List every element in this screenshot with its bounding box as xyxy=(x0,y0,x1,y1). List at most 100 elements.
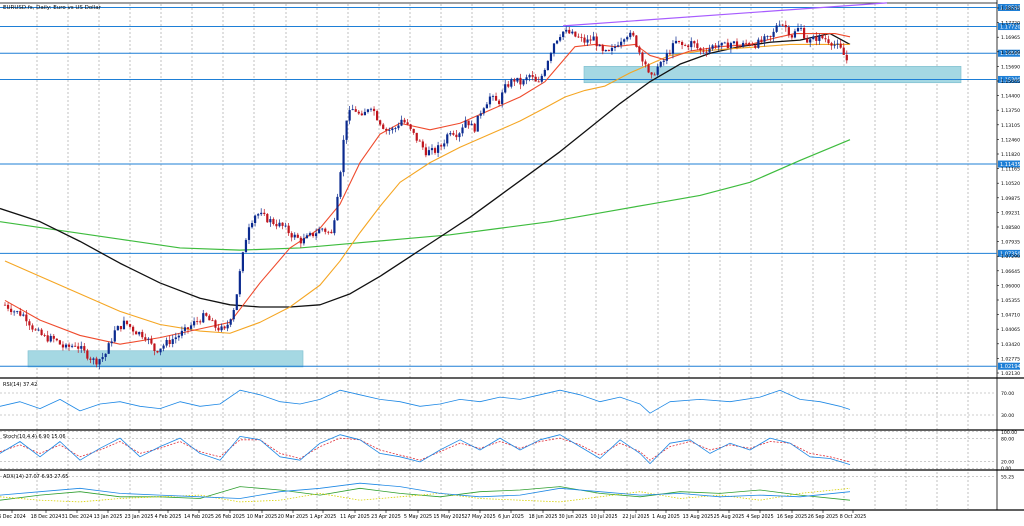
candle-body xyxy=(702,50,705,52)
candle-body xyxy=(565,29,568,32)
candle-body xyxy=(16,311,19,312)
candle-body xyxy=(147,338,150,340)
candle-body xyxy=(153,343,156,351)
candle-body xyxy=(568,29,571,34)
candle-body xyxy=(687,45,690,48)
candle-body xyxy=(266,214,269,223)
candle-body xyxy=(440,145,443,147)
candle-body xyxy=(626,37,629,40)
candle-body xyxy=(171,339,174,345)
candle-body xyxy=(446,134,449,144)
date-tick-label: 30 Jun 2025 xyxy=(559,514,588,520)
price-tick-label: 1.10520 xyxy=(1001,181,1020,187)
candle-body xyxy=(729,43,732,49)
candle-body xyxy=(653,74,656,76)
candle-body xyxy=(577,36,580,38)
date-tick-label: 4 Feb 2025 xyxy=(155,514,182,520)
candle-body xyxy=(406,122,409,125)
candle-body xyxy=(250,223,254,228)
candle-body xyxy=(290,233,293,238)
candle-body xyxy=(128,324,132,327)
candle-body xyxy=(433,148,437,153)
candle-body xyxy=(677,40,681,43)
candle-body xyxy=(3,304,7,306)
candle-body xyxy=(244,239,248,253)
indicator-level-label: 0.00 xyxy=(1001,466,1011,472)
candle-body xyxy=(720,42,723,46)
candle-body xyxy=(525,77,528,81)
candle-body xyxy=(656,66,659,75)
candle-body xyxy=(281,222,284,226)
date-tick-label: 10 Mar 2025 xyxy=(247,514,277,520)
candle-body xyxy=(528,75,531,78)
candle-body xyxy=(635,35,638,47)
level-price-tag xyxy=(998,23,1020,31)
candle-body xyxy=(580,37,583,38)
date-tick-label: 23 Apr 2025 xyxy=(371,514,401,520)
candle-body xyxy=(613,46,617,48)
candle-body xyxy=(427,150,431,156)
candle-body xyxy=(193,321,196,326)
date-tick-label: 1 Aug 2025 xyxy=(652,514,680,520)
date-tick-label: 26 Sep 2025 xyxy=(808,514,838,520)
price-tick-label: 1.09231 xyxy=(1001,210,1020,216)
candle-body xyxy=(336,196,339,221)
date-tick-label: 11 Apr 2025 xyxy=(340,514,370,520)
level-price-label: 1.17720 xyxy=(1000,25,1021,31)
candle-body xyxy=(138,331,141,335)
candle-body xyxy=(13,311,16,313)
candle-body xyxy=(92,358,95,360)
candle-body xyxy=(732,41,736,44)
candle-body xyxy=(37,329,40,331)
price-tick-label: 1.12460 xyxy=(1001,137,1020,143)
candle-body xyxy=(318,229,321,234)
candle-body xyxy=(22,314,25,316)
date-tick-label: 26 Feb 2025 xyxy=(215,514,245,520)
date-tick-label: 20 Mar 2025 xyxy=(278,514,308,520)
candle-body xyxy=(104,353,107,358)
level-price-tag xyxy=(998,4,1020,12)
ma-orange-line xyxy=(4,43,850,334)
candle-body xyxy=(116,326,119,331)
candle-body xyxy=(6,304,10,309)
candle-body xyxy=(287,225,290,234)
ma-green-line xyxy=(0,139,851,251)
indicator-series-green xyxy=(0,486,851,501)
candle-body xyxy=(824,38,827,40)
candle-body xyxy=(595,36,598,47)
candle-body xyxy=(665,53,668,61)
candle-body xyxy=(333,220,336,234)
moving-averages-layer xyxy=(0,32,851,345)
candle-body xyxy=(562,31,565,38)
candle-body xyxy=(464,120,467,128)
candle-body xyxy=(705,51,708,53)
price-axis-layer: 1.18275 1.17720 1.16965 1.16339 1.15690 1.150… xyxy=(997,6,1020,377)
candle-body xyxy=(357,111,360,114)
indicator-label-rsi: RSI(14) 37.42 xyxy=(3,382,37,388)
candle-body xyxy=(757,39,760,48)
candle-body xyxy=(610,47,614,51)
candle-body xyxy=(586,39,589,43)
indicator-level-label: 100.00 xyxy=(1001,430,1017,436)
candle-body xyxy=(772,31,775,37)
candle-body xyxy=(308,233,312,236)
candle-body xyxy=(19,311,22,316)
candle-body xyxy=(632,32,635,36)
candle-body xyxy=(714,45,717,48)
candle-body xyxy=(482,108,485,114)
candle-body xyxy=(607,50,610,51)
price-tick-label: 1.06000 xyxy=(1001,283,1020,289)
candle-body xyxy=(241,252,244,272)
price-tick-label: 1.14400 xyxy=(1001,94,1020,100)
candle-body xyxy=(452,133,455,135)
price-tick-label: 1.09875 xyxy=(1001,196,1020,202)
candle-body xyxy=(366,109,370,112)
candle-body xyxy=(107,343,110,354)
candle-body xyxy=(409,124,412,129)
candle-body xyxy=(763,36,766,42)
candle-body xyxy=(717,45,720,48)
candle-body xyxy=(34,329,37,331)
candle-body xyxy=(348,110,351,121)
